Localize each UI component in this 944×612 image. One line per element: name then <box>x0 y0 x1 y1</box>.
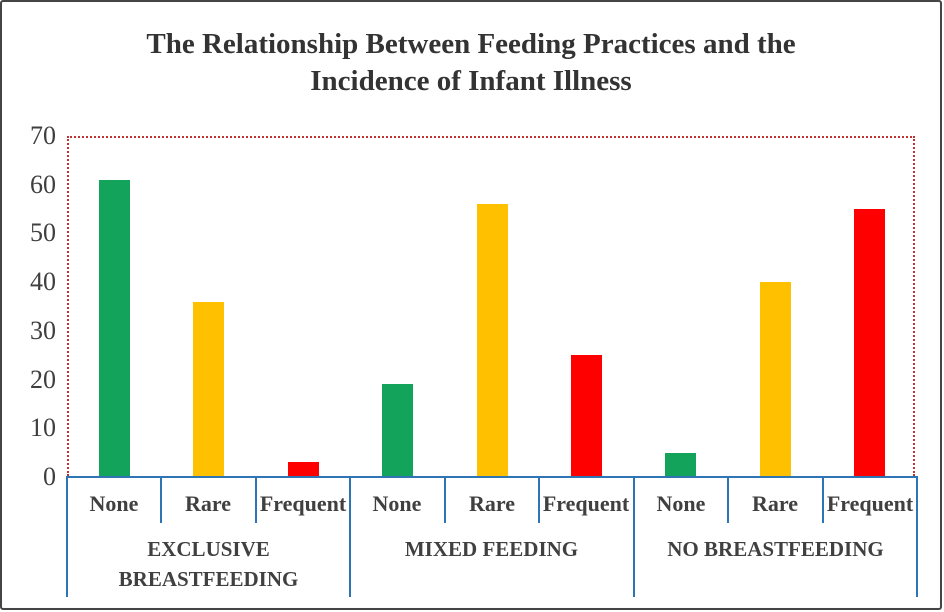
group-separator <box>916 478 918 597</box>
bar-rare-1 <box>193 302 224 477</box>
group-separator <box>349 478 351 597</box>
bar-frequent-2 <box>571 355 602 477</box>
category-label: Frequent <box>259 491 347 516</box>
category-tick <box>822 478 824 523</box>
group-label: NO BREASTFEEDING <box>667 537 884 561</box>
category-label: Rare <box>468 491 516 516</box>
y-tick-label: 30 <box>30 315 56 345</box>
category-label: Frequent <box>542 491 630 516</box>
category-label: None <box>656 491 706 516</box>
category-label: None <box>372 491 422 516</box>
category-tick <box>444 478 446 523</box>
bar-frequent-3 <box>854 209 885 477</box>
category-label: Rare <box>751 491 799 516</box>
group-separator <box>66 478 68 597</box>
x-axis-line <box>66 476 918 478</box>
bar-frequent-1 <box>288 462 319 477</box>
y-tick-label: 0 <box>43 462 56 491</box>
y-tick-label: 10 <box>30 413 56 443</box>
bar-rare-3 <box>760 282 791 477</box>
category-label: None <box>89 491 139 516</box>
chart-title: The Relationship Between Feeding Practic… <box>2 26 940 100</box>
group-separator <box>633 478 635 597</box>
y-tick-label: 60 <box>30 169 56 199</box>
bar-none-2 <box>382 384 413 477</box>
category-label: Rare <box>184 491 232 516</box>
group-label: EXCLUSIVE BREASTFEEDING <box>118 537 299 591</box>
y-tick-label: 20 <box>30 364 56 394</box>
bar-none-3 <box>665 453 696 477</box>
bar-none-1 <box>99 180 130 477</box>
chart-title-line2: Incidence of Infant Illness <box>310 65 632 97</box>
plot-area <box>67 136 915 476</box>
y-tick-label: 70 <box>30 121 56 150</box>
bar-rare-2 <box>477 204 508 477</box>
y-tick-label: 50 <box>30 218 56 248</box>
category-tick <box>160 478 162 523</box>
category-tick <box>538 478 540 523</box>
group-label: MIXED FEEDING <box>404 537 579 561</box>
chart-title-line1: The Relationship Between Feeding Practic… <box>146 28 796 60</box>
category-label: Frequent <box>826 491 914 516</box>
y-tick-label: 40 <box>30 267 56 297</box>
category-tick <box>727 478 729 523</box>
category-tick <box>255 478 257 523</box>
